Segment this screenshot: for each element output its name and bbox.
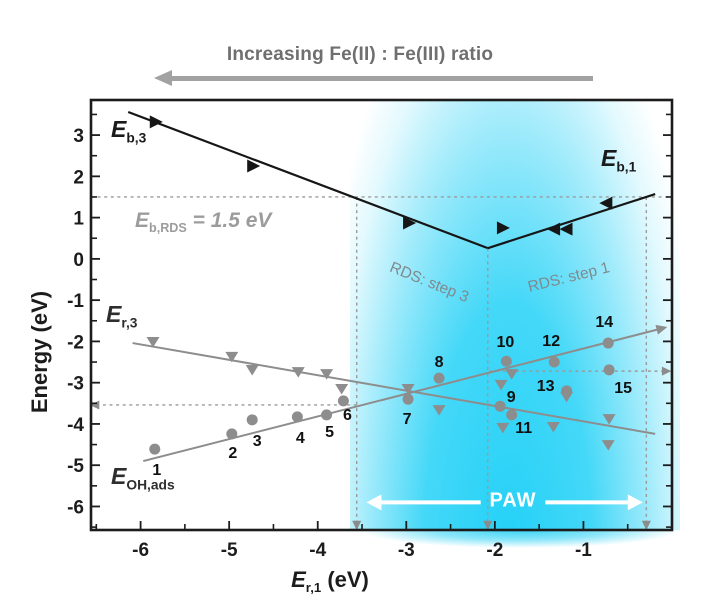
- fit-line: [132, 342, 656, 435]
- increasing-ratio-arrow: [171, 76, 593, 81]
- guide-arrowhead-icon: [661, 366, 672, 376]
- y-tick-label: -5: [67, 456, 84, 477]
- point-number-label: 11: [515, 420, 532, 437]
- data-point-triangle-right: [149, 115, 163, 129]
- paw-arrowhead-left-icon: [366, 494, 382, 511]
- data-point-circle: [433, 372, 445, 384]
- data-point-circle: [494, 400, 506, 412]
- data-point-triangle-down: [432, 405, 446, 416]
- data-point-circle: [337, 395, 349, 407]
- data-point-circle: [500, 355, 512, 367]
- data-point-circle: [602, 337, 614, 349]
- fit-line-arrowhead-icon: [655, 324, 668, 335]
- plot-frame: [89, 98, 674, 532]
- data-point-triangle-down: [601, 440, 615, 451]
- data-point-triangle-down: [560, 391, 574, 403]
- data-point-circle: [246, 414, 258, 426]
- data-point-triangle-down: [546, 422, 560, 433]
- data-point-triangle-right: [247, 159, 261, 173]
- eb3-line-label: Eb,3: [111, 116, 147, 146]
- data-point-triangle-down: [602, 414, 616, 425]
- data-point-triangle-down: [496, 422, 510, 434]
- y-tick-label: 3: [73, 126, 84, 147]
- data-point-circle: [149, 443, 161, 455]
- data-point-circle: [548, 356, 560, 368]
- data-point-triangle-down: [146, 336, 160, 348]
- point-number-label: 8: [435, 354, 444, 371]
- x-tick-label: -6: [132, 540, 149, 561]
- y-tick-label: 2: [73, 167, 84, 188]
- fit-line: [143, 328, 660, 463]
- data-point-triangle-left: [599, 196, 613, 210]
- paw-arrowhead-right-icon: [627, 494, 643, 511]
- y-tick-label: -1: [67, 291, 84, 312]
- y-tick-label: -2: [67, 332, 84, 353]
- y-tick-label: -3: [67, 374, 84, 395]
- point-number-label: 6: [343, 407, 352, 424]
- top-annotation-text: Increasing Fe(II) : Fe(III) ratio: [226, 44, 494, 65]
- point-number-label: 12: [542, 333, 560, 350]
- fit-line: [127, 110, 489, 250]
- data-point-triangle-down: [291, 367, 305, 378]
- data-point-triangle-down: [401, 384, 415, 395]
- data-point-triangle-right: [496, 221, 510, 235]
- point-number-label: 13: [537, 378, 555, 395]
- x-tick-label: -3: [398, 540, 415, 561]
- guide-arrowhead-icon: [352, 520, 362, 531]
- data-point-circle: [603, 364, 615, 376]
- data-point-triangle-down: [335, 384, 349, 395]
- x-tick-label: -1: [575, 540, 592, 561]
- data-point-triangle-down: [245, 365, 259, 376]
- paw-label: PAW: [489, 489, 537, 512]
- point-number-label: 3: [253, 433, 262, 450]
- eohads-line-label: EOH,ads: [111, 463, 175, 493]
- x-tick-label: -5: [221, 540, 238, 561]
- guide-arrowhead-icon: [641, 520, 651, 531]
- data-point-triangle-left: [547, 222, 561, 236]
- paw-highlight-glow: [360, 530, 680, 548]
- data-point-triangle-down: [320, 369, 334, 380]
- paw-highlight-region: [350, 100, 680, 530]
- data-point-triangle-down: [225, 351, 239, 363]
- y-tick-label: -4: [67, 415, 84, 436]
- data-point-circle: [321, 409, 333, 421]
- er3-line-label: Er,3: [106, 301, 138, 331]
- data-point-triangle-down: [494, 379, 508, 391]
- x-axis-title-unit: (eV): [321, 566, 369, 592]
- point-number-label: 1: [152, 462, 161, 479]
- x-tick-label: -2: [486, 540, 503, 561]
- x-tick-label: -4: [309, 540, 326, 561]
- eb1-line-label: Eb,1: [601, 145, 637, 175]
- x-axis-title: Er,1 (eV): [291, 567, 369, 595]
- data-point-circle: [291, 411, 303, 423]
- point-number-label: 4: [296, 430, 305, 447]
- data-point-circle: [226, 428, 238, 440]
- data-point-circle: [402, 393, 414, 405]
- point-number-label: 2: [228, 445, 237, 462]
- data-point-circle: [506, 409, 518, 421]
- y-tick-label: -6: [67, 497, 84, 518]
- point-number-label: 9: [507, 389, 516, 406]
- point-number-label: 15: [614, 380, 632, 397]
- y-tick-label: 1: [73, 209, 84, 230]
- y-tick-label: 0: [73, 250, 84, 271]
- point-number-label: 10: [496, 334, 514, 351]
- point-number-label: 5: [325, 424, 334, 441]
- y-axis-title: Energy (eV): [27, 290, 52, 414]
- guide-arrowhead-icon: [483, 520, 493, 531]
- x-axis-title-sub: r,1: [305, 580, 322, 596]
- point-number-label: 7: [403, 411, 412, 428]
- fit-line: [487, 193, 656, 250]
- ebrds-annotation: Eb,RDS = 1.5 eV: [135, 209, 272, 236]
- x-axis-title-base: E: [291, 566, 306, 592]
- data-point-triangle-down: [505, 369, 519, 380]
- arrowhead-left-icon: [154, 70, 172, 86]
- point-number-label: 14: [595, 314, 613, 331]
- data-point-triangle-right: [403, 216, 417, 230]
- data-point-triangle-left: [559, 222, 573, 236]
